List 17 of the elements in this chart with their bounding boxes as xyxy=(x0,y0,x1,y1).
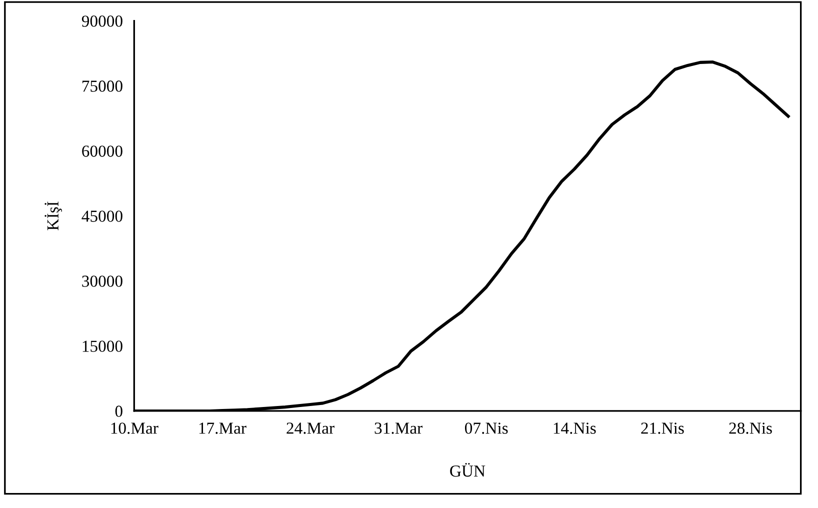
x-tick-label: 10.Mar xyxy=(111,422,158,434)
y-tick-label: 15000 xyxy=(82,340,122,352)
y-tick-label: 90000 xyxy=(82,16,122,27)
x-tick-label: 14.Nis xyxy=(554,422,596,434)
x-tick-label: 31.Mar xyxy=(374,422,422,434)
x-tick-label: 17.Mar xyxy=(199,422,246,434)
x-tick-label: 21.Nis xyxy=(641,422,684,434)
y-tick-label: 75000 xyxy=(82,80,122,92)
y-axis-title: Kİşİ xyxy=(44,202,62,230)
y-tick-label: 45000 xyxy=(82,210,122,222)
x-axis-title: GÜN xyxy=(450,463,486,477)
x-tick-label: 07.Nis xyxy=(464,422,508,434)
y-tick-label: 60000 xyxy=(82,146,122,157)
x-tick-label: 24.Mar xyxy=(286,422,334,434)
y-tick-label: 0 xyxy=(115,406,122,417)
y-tick-label: 30000 xyxy=(82,276,122,287)
x-tick-label: 28.Nis xyxy=(729,422,772,434)
